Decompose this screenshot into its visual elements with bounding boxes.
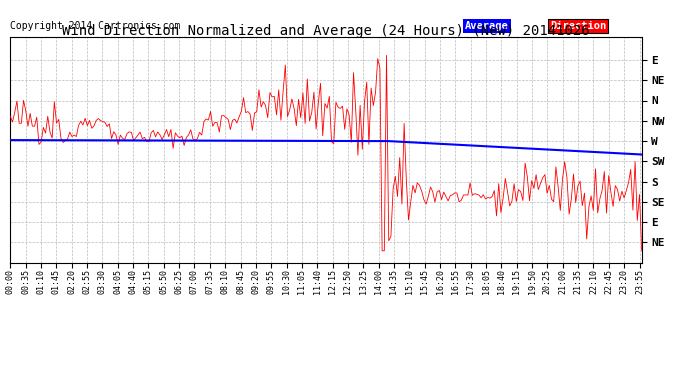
Text: Copyright 2014 Cartronics.com: Copyright 2014 Cartronics.com xyxy=(10,21,181,31)
Title: Wind Direction Normalized and Average (24 Hours) (New) 20141026: Wind Direction Normalized and Average (2… xyxy=(62,24,590,38)
Text: Average: Average xyxy=(465,21,509,31)
Text: Direction: Direction xyxy=(550,21,607,31)
